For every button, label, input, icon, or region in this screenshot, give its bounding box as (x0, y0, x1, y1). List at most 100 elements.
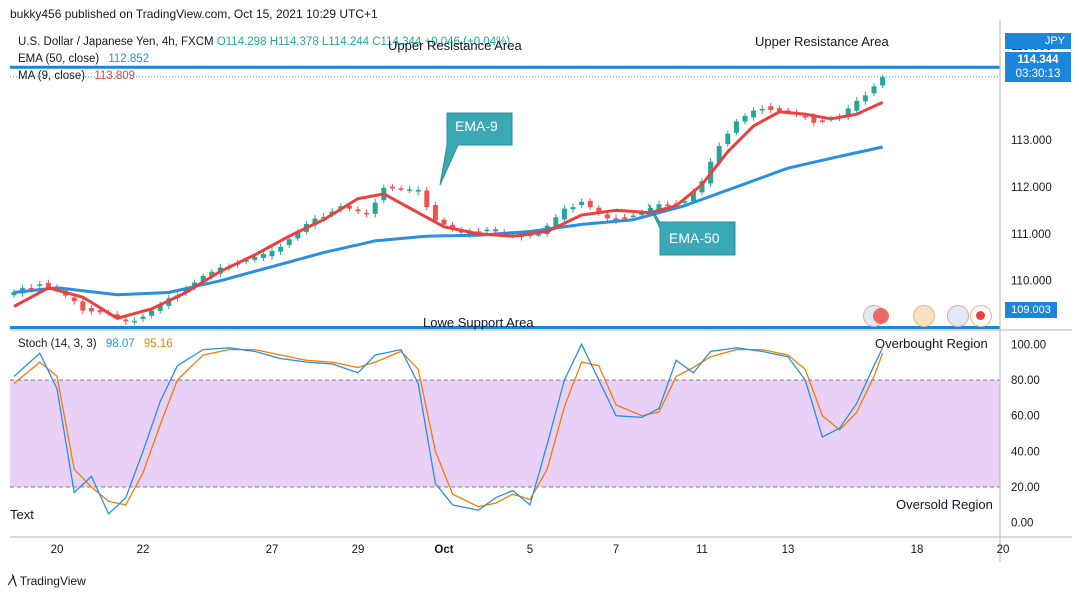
candle[interactable] (802, 116, 808, 118)
us-flag-event-icon[interactable] (947, 305, 969, 327)
time-tick-label: 20 (997, 544, 1010, 556)
candle[interactable] (37, 284, 43, 286)
callout-ema50-box[interactable] (647, 203, 736, 256)
candle[interactable] (209, 271, 215, 277)
candle[interactable] (415, 189, 421, 192)
candle[interactable] (389, 186, 395, 189)
candle[interactable] (854, 100, 860, 111)
us-flag-event-icon[interactable] (913, 305, 935, 327)
candle[interactable] (811, 116, 817, 123)
tradingview-brand[interactable]: ⁄⧹ TradingView (10, 573, 86, 589)
ema50-line[interactable] (13, 145, 883, 297)
ema9-line[interactable] (13, 101, 884, 320)
candle[interactable] (131, 320, 137, 323)
symbol-name[interactable]: U.S. Dollar / Japanese Yen, 4h, FXCM (18, 36, 214, 48)
candle[interactable] (355, 209, 361, 212)
candle[interactable] (785, 110, 791, 112)
currency-badge[interactable]: JPY (1005, 33, 1071, 49)
candle[interactable] (346, 205, 352, 209)
candle[interactable] (243, 259, 249, 262)
candle[interactable] (71, 297, 77, 302)
candle[interactable] (114, 314, 120, 318)
candle[interactable] (871, 86, 877, 94)
candle[interactable] (845, 108, 851, 118)
candle[interactable] (88, 308, 94, 312)
candle[interactable] (647, 208, 653, 213)
candle[interactable] (252, 256, 258, 260)
candle[interactable] (759, 108, 765, 111)
ma-legend[interactable]: MA (9, close) 113.809 (18, 70, 135, 82)
candle[interactable] (742, 115, 748, 122)
candle[interactable] (622, 217, 628, 219)
candle[interactable] (200, 275, 206, 282)
candle[interactable] (570, 207, 576, 210)
candle[interactable] (441, 219, 447, 225)
candle[interactable] (407, 189, 413, 191)
us-flag-event-icon[interactable] (873, 308, 889, 324)
event-icons[interactable] (863, 305, 993, 327)
ema-legend[interactable]: EMA (50, close) 112.852 (18, 53, 149, 65)
candle[interactable] (80, 301, 86, 311)
candle[interactable] (424, 190, 430, 208)
candle[interactable] (398, 188, 404, 190)
candle[interactable] (733, 121, 739, 133)
candle[interactable] (295, 231, 301, 239)
candle[interactable] (819, 120, 825, 122)
stoch-legend[interactable]: Stoch (14, 3, 3) 98.07 95.16 (18, 338, 173, 350)
candle[interactable] (776, 108, 782, 111)
candle[interactable] (604, 214, 610, 219)
candle[interactable] (432, 205, 438, 221)
candle[interactable] (725, 133, 731, 145)
candle[interactable] (484, 229, 490, 232)
candle[interactable] (157, 304, 163, 311)
candle[interactable] (553, 217, 559, 227)
stoch-label: Stoch (14, 3, 3) (18, 338, 97, 350)
candle[interactable] (862, 95, 868, 102)
candle[interactable] (665, 204, 671, 206)
candle[interactable] (613, 218, 619, 221)
candle[interactable] (286, 239, 292, 245)
candle[interactable] (751, 110, 757, 118)
candle[interactable] (372, 202, 378, 214)
candle[interactable] (561, 208, 567, 220)
candle[interactable] (656, 204, 662, 210)
candle[interactable] (364, 212, 370, 215)
time-tick-label: 13 (782, 544, 795, 556)
candle[interactable] (699, 181, 705, 193)
candle[interactable] (45, 282, 51, 288)
candle[interactable] (880, 77, 886, 86)
candle[interactable] (579, 201, 585, 206)
candle[interactable] (768, 106, 774, 110)
candle[interactable] (587, 200, 593, 208)
candle[interactable] (97, 310, 103, 313)
time-tick-label: 22 (137, 544, 150, 556)
candle[interactable] (192, 282, 198, 288)
candle[interactable] (630, 215, 636, 218)
candle[interactable] (269, 250, 275, 257)
candle[interactable] (123, 319, 129, 322)
text-annotation: Text (10, 507, 34, 522)
candle[interactable] (527, 234, 533, 237)
ma-value: 113.809 (94, 70, 136, 82)
candle[interactable] (11, 291, 17, 296)
time-tick-label: 7 (613, 544, 619, 556)
candle[interactable] (536, 234, 542, 236)
candle[interactable] (493, 229, 499, 232)
candle[interactable] (716, 146, 722, 163)
candle[interactable] (596, 207, 602, 213)
candle[interactable] (475, 231, 481, 233)
candle[interactable] (260, 253, 266, 259)
stoch-d-line[interactable] (13, 348, 884, 508)
candle[interactable] (278, 246, 284, 252)
candle[interactable] (149, 310, 155, 316)
candle[interactable] (450, 224, 456, 229)
candle[interactable] (140, 316, 146, 319)
candle[interactable] (321, 216, 327, 219)
callout-ema9-box[interactable] (439, 112, 513, 186)
candle[interactable] (690, 191, 696, 202)
stoch-k-line[interactable] (13, 342, 884, 515)
candle[interactable] (28, 287, 34, 290)
candle[interactable] (682, 201, 688, 203)
candle[interactable] (312, 218, 318, 226)
